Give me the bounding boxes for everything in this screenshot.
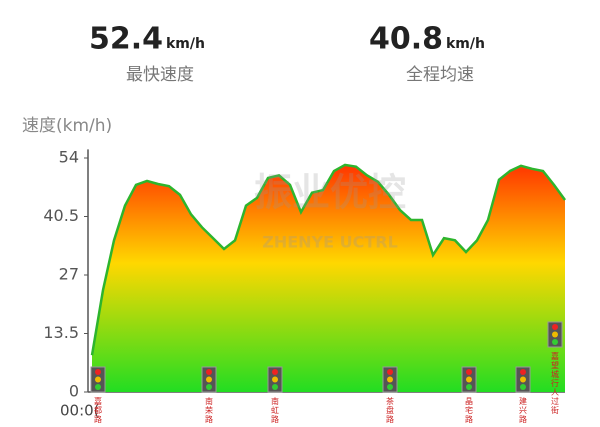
signal-label: 建兴路 <box>519 396 528 424</box>
traffic-light: 嘉都路 <box>90 366 106 424</box>
signal-label: 嘉望城行人过街 <box>551 351 560 415</box>
light-lamp <box>552 339 558 345</box>
speed-line <box>90 163 567 356</box>
y-tick-label: 54 <box>59 148 79 167</box>
light-lamp <box>520 376 526 383</box>
traffic-light: 晶宅路 <box>461 366 477 424</box>
light-lamp <box>206 384 212 390</box>
signal-label: 晶宅路 <box>465 397 474 424</box>
traffic-light: 建兴路 <box>515 366 531 424</box>
signal-label: 嘉都路 <box>94 396 103 424</box>
max-speed-unit: km/h <box>166 36 205 52</box>
traffic-light: 茶盘路 <box>382 366 398 424</box>
plot: 0 13.5 27 40.5 54 嘉都路 南荣路 南虹路 茶盘路 晶宅路 建兴路 嘉望城行人过街 <box>43 148 567 424</box>
light-lamp <box>466 376 472 383</box>
y-tick-label: 40.5 <box>43 206 79 225</box>
traffic-light: 南虹路 <box>267 366 283 424</box>
avg-speed-label: 全程均速 <box>406 65 474 85</box>
light-lamp <box>552 331 558 338</box>
light-lamp <box>520 369 526 375</box>
avg-speed-value: 40.8 <box>369 22 443 57</box>
light-lamp <box>387 376 393 383</box>
light-lamp <box>387 369 393 375</box>
signal-label: 茶盘路 <box>386 396 395 424</box>
signal-label: 南虹路 <box>271 396 280 424</box>
signal-label: 南荣路 <box>205 396 214 424</box>
light-lamp <box>387 384 393 390</box>
avg-speed-unit: km/h <box>446 36 485 52</box>
y-tick-label: 13.5 <box>43 323 79 342</box>
x-start-label: 00:0( <box>60 402 100 420</box>
y-axis-label: 速度(km/h) <box>22 116 112 136</box>
light-lamp <box>95 384 101 390</box>
light-lamp <box>206 369 212 375</box>
traffic-light: 嘉望城行人过街 <box>547 321 563 415</box>
light-lamp <box>552 324 558 330</box>
max-speed-value: 52.4 <box>89 22 163 57</box>
light-lamp <box>466 384 472 390</box>
traffic-light: 南荣路 <box>201 366 217 424</box>
area-fill <box>92 164 565 392</box>
light-lamp <box>520 384 526 390</box>
watermark-title: 振业优控 <box>254 171 406 215</box>
y-tick-label: 27 <box>59 265 79 284</box>
watermark-subtitle: ZHENYE UCTRL <box>262 233 398 252</box>
light-lamp <box>272 376 278 383</box>
light-lamp <box>95 376 101 383</box>
light-lamp <box>272 384 278 390</box>
y-tick-label: 0 <box>69 382 79 401</box>
max-speed-label: 最快速度 <box>126 65 194 85</box>
light-lamp <box>95 369 101 375</box>
light-lamp <box>272 369 278 375</box>
light-lamp <box>466 369 472 375</box>
light-lamp <box>206 376 212 383</box>
